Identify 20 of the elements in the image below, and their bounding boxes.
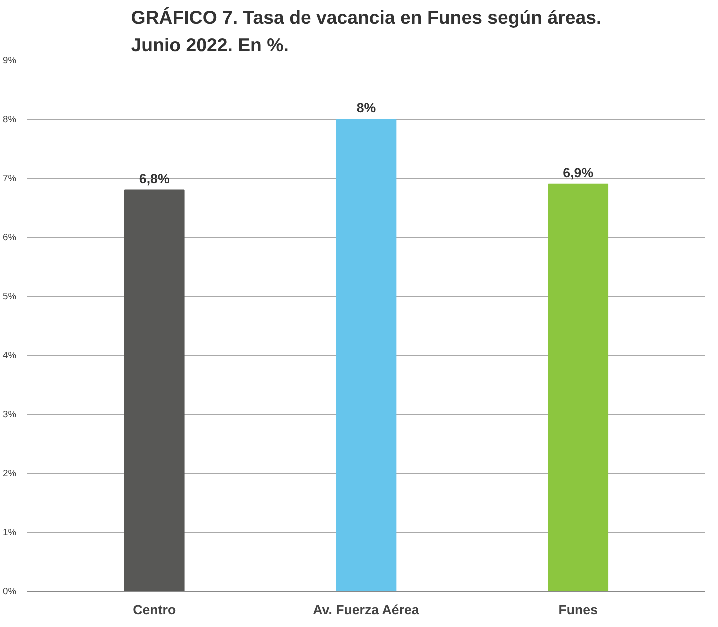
chart-title: GRÁFICO 7. Tasa de vacancia en Funes según áreas. Junio 2022. En %. — [131, 7, 602, 56]
data-label: 6,9% — [563, 165, 594, 180]
y-tick-label: 0% — [3, 586, 16, 596]
y-tick-label: 4% — [3, 350, 16, 360]
y-tick-label: 3% — [3, 410, 16, 420]
y-tick-label: 9% — [3, 56, 16, 66]
data-label: 8% — [356, 100, 376, 116]
bar — [336, 119, 397, 592]
bar — [124, 190, 185, 592]
y-tick-label: 6% — [3, 232, 16, 242]
y-tick-label: 7% — [3, 174, 16, 184]
y-tick-label: 8% — [3, 114, 16, 124]
bar — [548, 184, 609, 592]
y-tick-label: 2% — [3, 468, 16, 478]
x-tick-label: Centro — [133, 602, 176, 618]
y-tick-label: 5% — [3, 292, 16, 302]
y-tick-label: 1% — [3, 528, 16, 538]
x-tick-label: Av. Fuerza Aérea — [313, 602, 420, 618]
data-label: 6,8% — [139, 171, 170, 186]
x-tick-label: Funes — [558, 602, 598, 618]
